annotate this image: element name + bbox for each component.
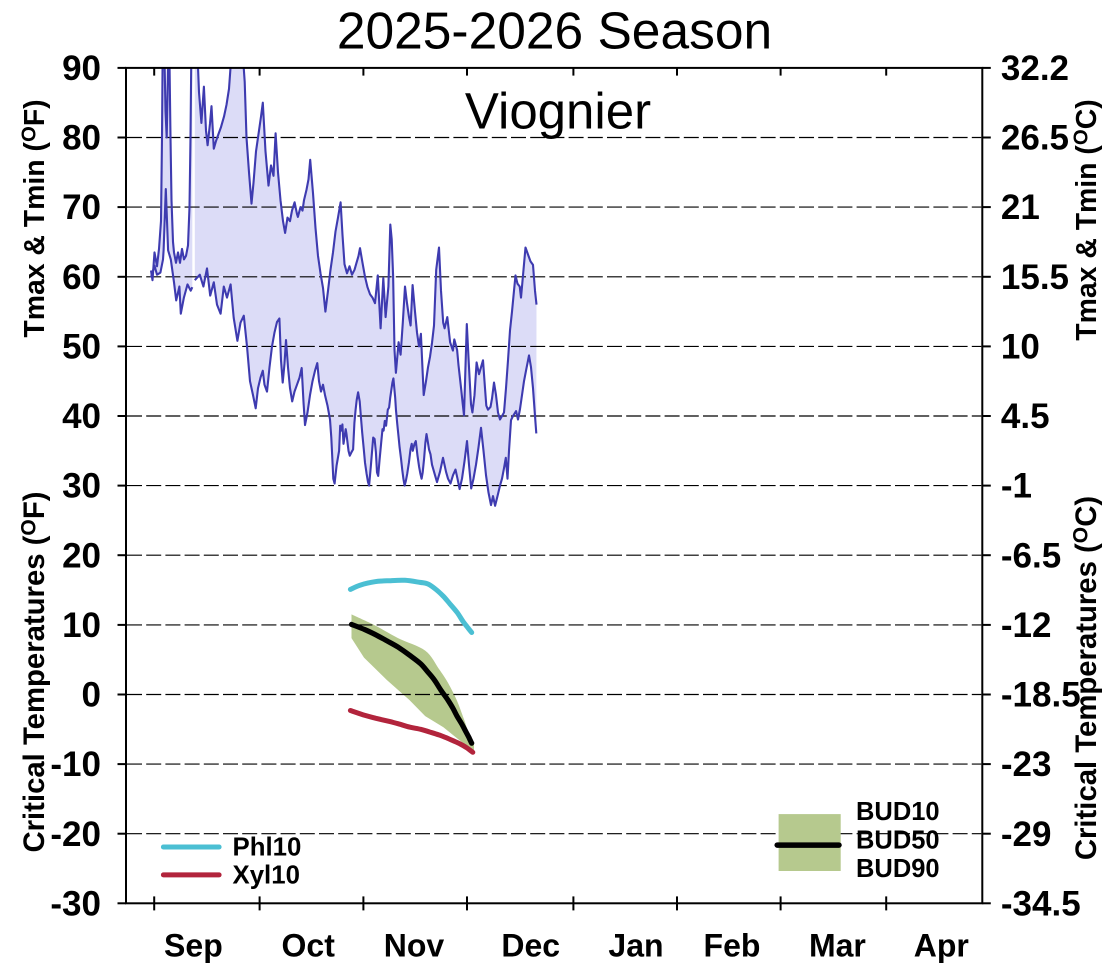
- svg-text:-18.5: -18.5: [1001, 676, 1081, 715]
- svg-text:Jan: Jan: [608, 928, 663, 964]
- svg-text:Viognier: Viognier: [465, 83, 651, 140]
- svg-text:BUD90: BUD90: [856, 855, 940, 883]
- svg-text:Critical Temperatures (OC): Critical Temperatures (OC): [1070, 496, 1104, 860]
- svg-text:-30: -30: [50, 884, 101, 923]
- svg-text:30: 30: [62, 467, 101, 506]
- svg-text:10: 10: [62, 606, 101, 645]
- svg-text:-23: -23: [1001, 745, 1052, 784]
- svg-text:32.2: 32.2: [1001, 49, 1069, 88]
- svg-text:Xyl10: Xyl10: [233, 862, 300, 890]
- svg-text:0: 0: [82, 676, 101, 715]
- svg-text:Sep: Sep: [164, 928, 223, 964]
- svg-text:80: 80: [62, 119, 101, 158]
- svg-text:Mar: Mar: [809, 928, 866, 964]
- svg-text:Nov: Nov: [384, 928, 445, 964]
- svg-text:BUD50: BUD50: [856, 827, 940, 855]
- svg-text:26.5: 26.5: [1001, 119, 1069, 158]
- svg-text:70: 70: [62, 188, 101, 227]
- svg-text:Feb: Feb: [704, 928, 761, 964]
- svg-text:Critical Temperatures (OF): Critical Temperatures (OF): [18, 491, 52, 852]
- svg-text:Apr: Apr: [914, 928, 969, 964]
- svg-text:10: 10: [1001, 328, 1040, 367]
- svg-text:15.5: 15.5: [1001, 258, 1069, 297]
- svg-text:40: 40: [62, 397, 101, 436]
- svg-text:60: 60: [62, 258, 101, 297]
- svg-text:-12: -12: [1001, 606, 1052, 645]
- svg-text:4.5: 4.5: [1001, 397, 1050, 436]
- svg-text:2025-2026 Season: 2025-2026 Season: [337, 2, 772, 60]
- svg-text:-34.5: -34.5: [1001, 884, 1081, 923]
- svg-text:BUD10: BUD10: [856, 798, 940, 826]
- svg-text:Dec: Dec: [501, 928, 560, 964]
- svg-text:-1: -1: [1001, 467, 1032, 506]
- svg-text:Phl10: Phl10: [233, 834, 302, 862]
- svg-text:20: 20: [62, 536, 101, 575]
- svg-text:90: 90: [62, 49, 101, 88]
- svg-text:Oct: Oct: [282, 928, 336, 964]
- svg-text:-20: -20: [50, 815, 101, 854]
- svg-text:50: 50: [62, 328, 101, 367]
- svg-text:-10: -10: [50, 745, 101, 784]
- svg-text:21: 21: [1001, 188, 1040, 227]
- svg-text:-6.5: -6.5: [1001, 536, 1061, 575]
- svg-text:-29: -29: [1001, 815, 1052, 854]
